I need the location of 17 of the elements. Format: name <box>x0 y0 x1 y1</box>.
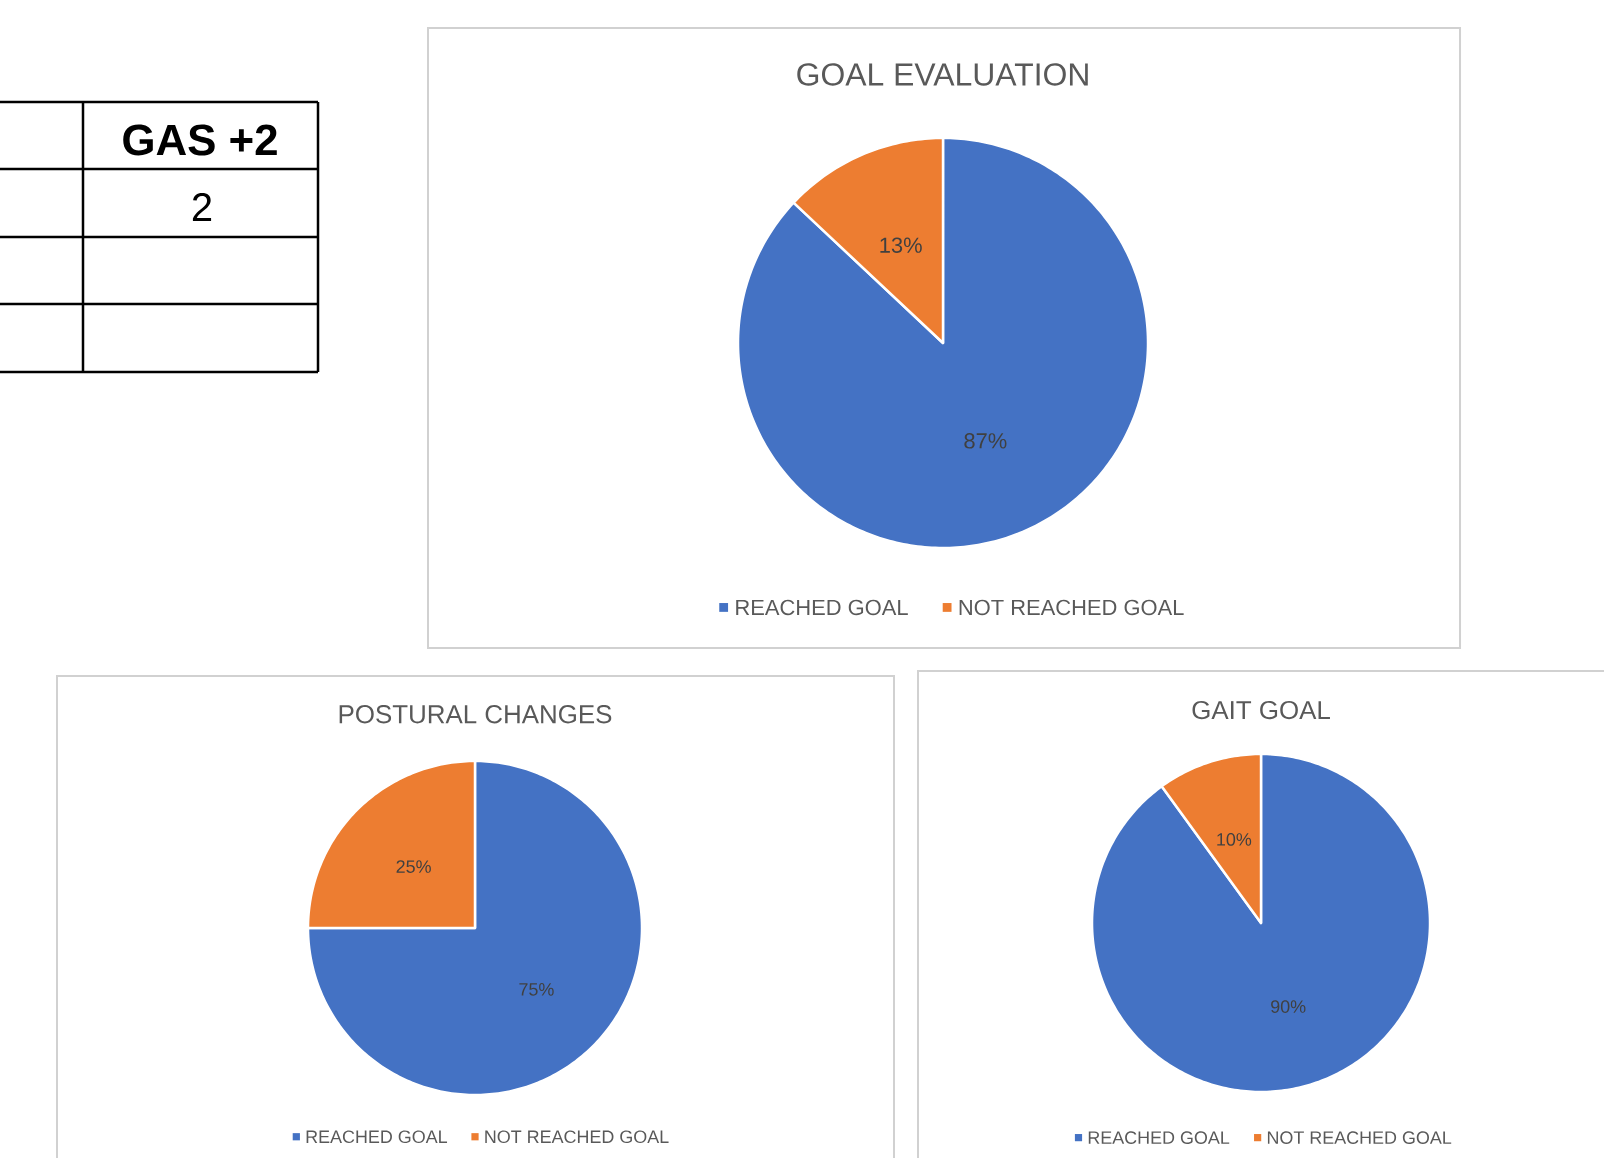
data-label: 87% <box>964 433 1007 449</box>
legend-label: NOT REACHED GOAL <box>485 1130 669 1144</box>
data-label: 25% <box>396 860 431 873</box>
legend-label: REACHED GOAL <box>306 1130 448 1144</box>
legend-label: REACHED GOAL <box>736 599 908 616</box>
data-label: 75% <box>519 983 554 996</box>
legend-label: REACHED GOAL <box>1088 1131 1230 1144</box>
chart-title: GOAL EVALUATION <box>797 63 1088 86</box>
data-label: 90% <box>1271 1000 1306 1013</box>
text: 2 <box>192 193 212 221</box>
chart-title: GAIT GOAL <box>1192 700 1330 720</box>
data-label: 13% <box>880 237 922 253</box>
data-label: 10% <box>1217 833 1252 846</box>
legend-label: NOT REACHED GOAL <box>959 599 1184 616</box>
chart-title: POSTURAL CHANGES <box>339 705 612 724</box>
legend-label: NOT REACHED GOAL <box>1267 1131 1452 1144</box>
text: GAS +2 <box>123 124 277 156</box>
